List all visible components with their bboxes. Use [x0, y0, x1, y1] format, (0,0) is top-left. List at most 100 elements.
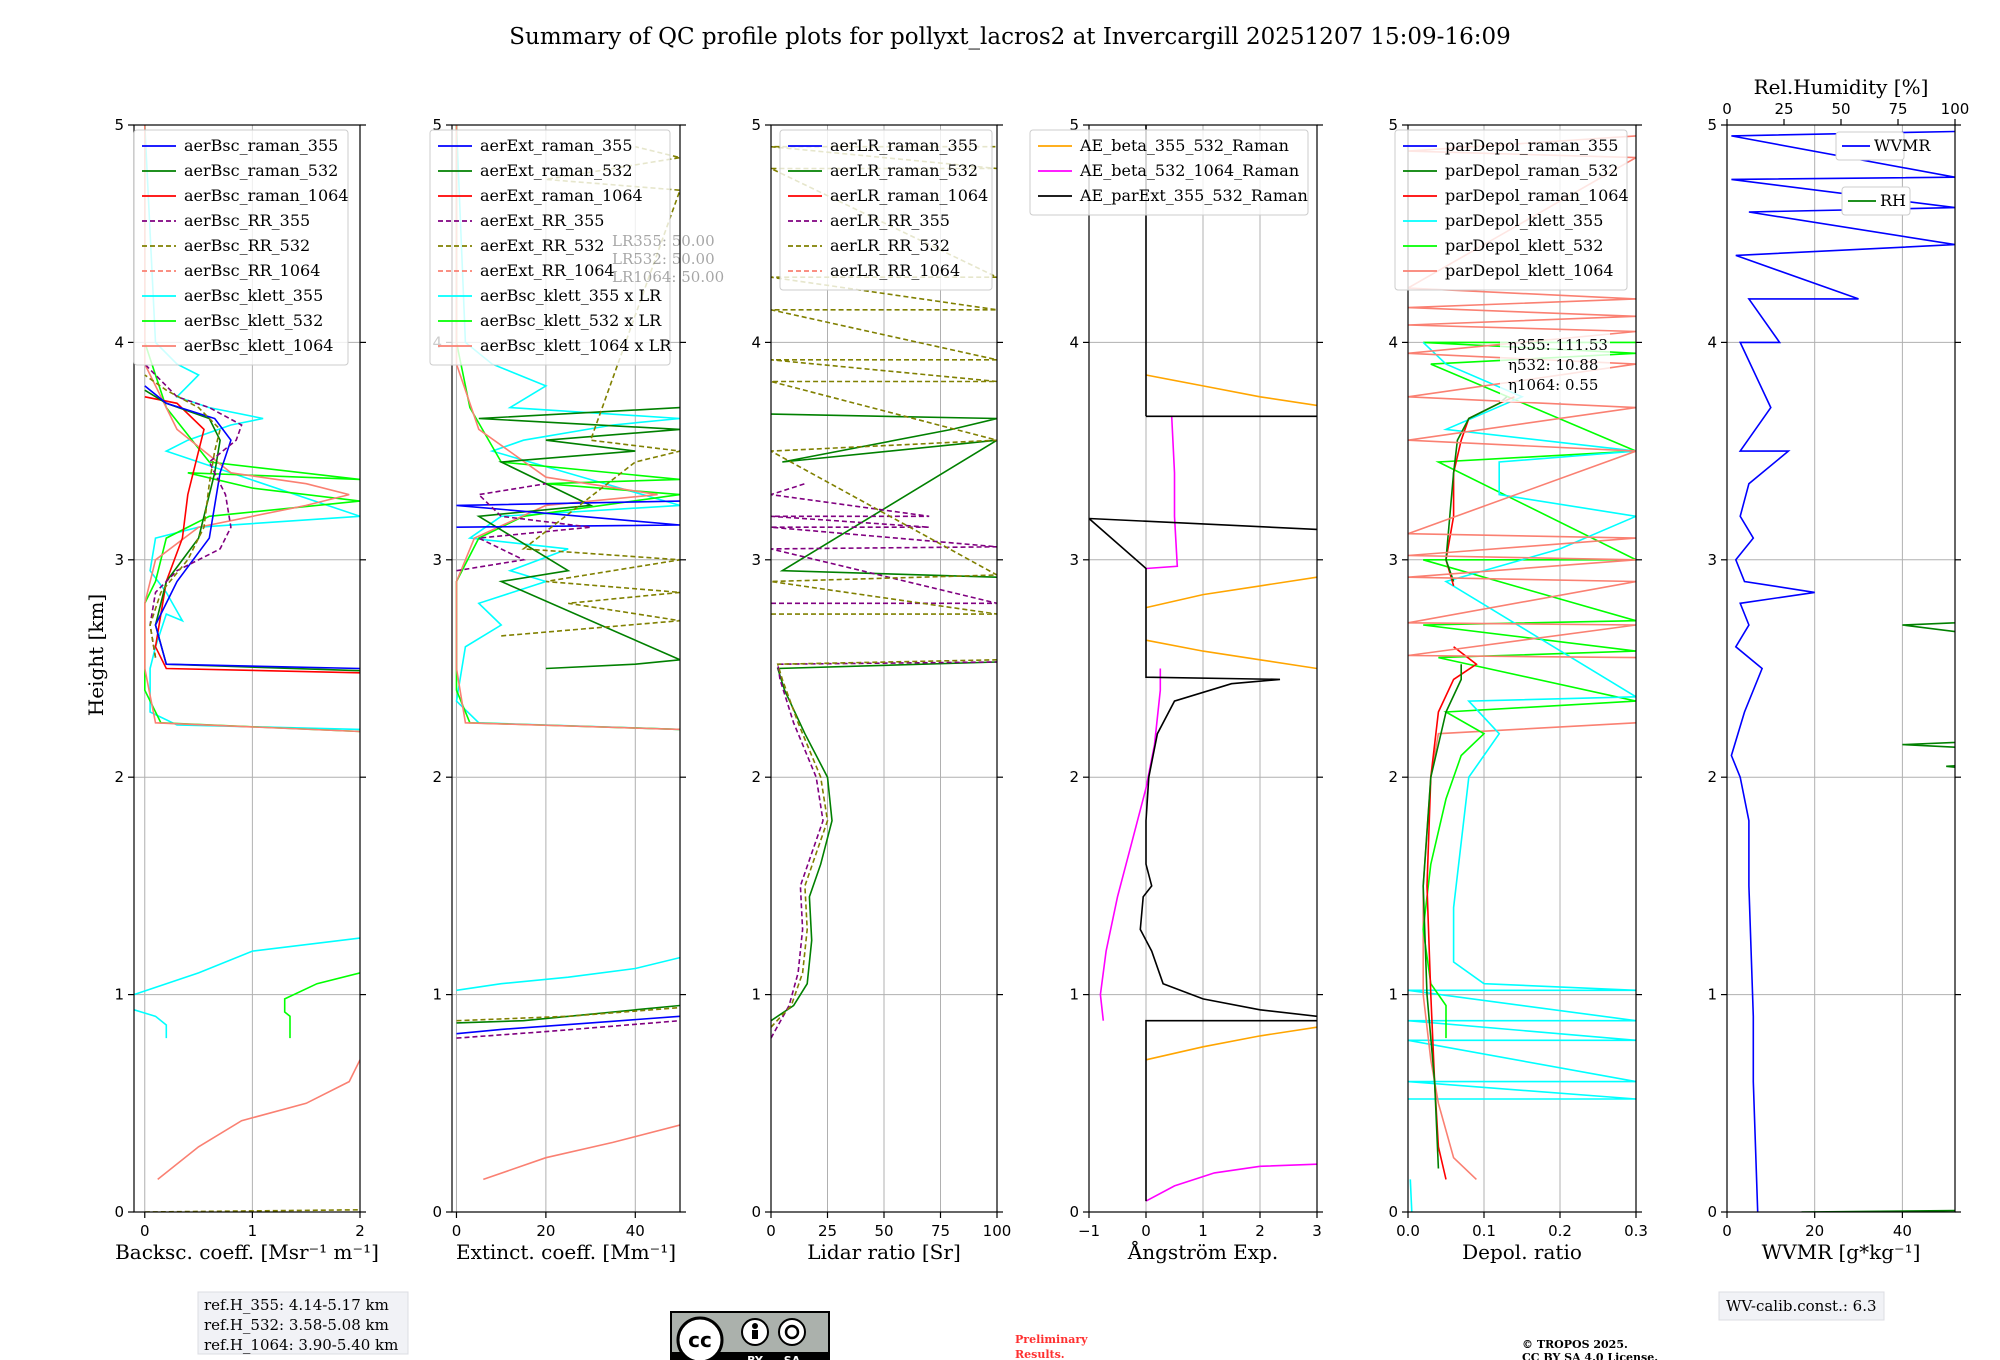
legend-label: aerExt_raman_355 — [480, 136, 633, 155]
series-line-parDepol_klett_355 — [1409, 1179, 1413, 1212]
y-axis-label: Height [km] — [84, 594, 108, 716]
legend-label: AE_parExt_355_532_Raman — [1079, 186, 1308, 205]
series-group — [455, 125, 680, 1181]
series-line-AE_beta_532_1064_Raman — [1099, 668, 1162, 1021]
ref-h-355: ref.H_355: 4.14-5.17 km — [204, 1296, 389, 1314]
x-tick-label: 2 — [355, 1222, 365, 1240]
series-line-aerBsc_klett_1064 x LR — [455, 125, 680, 731]
y-tick-label: 5 — [1388, 116, 1398, 134]
y-tick-label: 2 — [114, 768, 124, 786]
legend-box — [779, 129, 993, 291]
series-line-aerBsc_klett_532_low — [283, 972, 360, 1039]
legend-wvmr: WVMR — [1835, 131, 1931, 161]
series-line-aerLR_RR_532 — [771, 659, 997, 1028]
x-tick-label: 0 — [140, 1222, 150, 1240]
legend-label: aerBsc_klett_1064 x LR — [480, 336, 672, 355]
x-tick-label: 0 — [766, 1222, 776, 1240]
x-tick-label: −1 — [1078, 1222, 1100, 1240]
axes-frame — [770, 124, 998, 1213]
y-tick-label: 5 — [1069, 116, 1079, 134]
y-tick-label: 0 — [1388, 1203, 1398, 1221]
series-line-aerExt_RR_355 — [456, 1019, 680, 1039]
x-axis-label: Extinct. coeff. [Mm⁻¹] — [456, 1240, 676, 1264]
legend-label: aerBsc_RR_355 — [184, 211, 310, 230]
legend-label: aerExt_raman_532 — [480, 161, 633, 180]
legend: aerExt_raman_355 aerExt_raman_532 aerExt_r… — [429, 129, 672, 366]
legend-label: WVMR — [1874, 136, 1931, 155]
legend-label: aerBsc_RR_532 — [184, 236, 310, 255]
series-line-AE_beta_355_532_Raman — [1145, 1026, 1317, 1061]
y-tick-label: 2 — [1069, 768, 1079, 786]
series-line-aerBsc_klett_355 x LR — [456, 956, 680, 992]
legend-label: RH — [1880, 191, 1906, 210]
y-tick-label: 0 — [1069, 1203, 1079, 1221]
cc-circle-icon — [676, 1316, 724, 1360]
axes-frame — [133, 124, 361, 1213]
legend-box — [1029, 129, 1309, 216]
sa-share-icon — [778, 1318, 806, 1346]
legend-label: aerBsc_klett_532 — [184, 311, 323, 330]
y-tick-label: 1 — [432, 986, 442, 1004]
y-tick-label: 5 — [114, 116, 124, 134]
preliminary-line2: Results. — [1015, 1348, 1065, 1360]
by-label: BY — [747, 1354, 764, 1360]
series-line-aerLR_RR_355 — [771, 661, 997, 1039]
y-tick-label: 3 — [1388, 551, 1398, 569]
y-tick-label: 0 — [751, 1203, 761, 1221]
legend-label: aerBsc_raman_355 — [184, 136, 338, 155]
legend-label: parDepol_klett_1064 — [1445, 261, 1614, 280]
legend-label: parDepol_raman_532 — [1445, 161, 1618, 180]
ref-h-1064: ref.H_1064: 3.90-5.40 km — [204, 1336, 398, 1354]
copyright-line1: © TROPOS 2025. — [1522, 1338, 1628, 1351]
sa-label: SA — [784, 1354, 801, 1360]
legend-label: aerExt_RR_1064 — [480, 261, 615, 280]
figure-title: Summary of QC profile plots for pollyxt_… — [509, 24, 1510, 50]
y-tick-label: 5 — [751, 116, 761, 134]
series-line-RH — [1801, 622, 1955, 1212]
y-tick-label: 2 — [432, 768, 442, 786]
legend: aerBsc_raman_355 aerBsc_raman_532 aerBsc_r… — [133, 129, 349, 366]
y-tick-label: 3 — [1707, 551, 1717, 569]
wv-calib-box: WV-calib.const.: 6.3 — [1718, 1291, 1885, 1321]
legend: parDepol_raman_355 parDepol_raman_532 parD… — [1394, 129, 1629, 291]
y-tick-label: 0 — [114, 1203, 124, 1221]
series-line-aerBsc_klett_1064_low — [157, 1059, 360, 1181]
copyright-line2: CC BY SA 4.0 License. — [1522, 1351, 1658, 1360]
y-tick-label: 2 — [1388, 768, 1398, 786]
series-line-aerExt_RR_532 — [456, 1006, 680, 1022]
legend-label: parDepol_raman_1064 — [1445, 186, 1629, 205]
y-tick-label: 1 — [751, 986, 761, 1004]
series-line-AE_beta_532_1064_Raman — [1145, 416, 1179, 570]
x-tick-label: 50 — [874, 1222, 893, 1240]
x-tick-label: 0.3 — [1624, 1222, 1648, 1240]
series-line-parDepol_raman_532 — [1445, 396, 1508, 582]
y-tick-label: 2 — [751, 768, 761, 786]
series-group — [1730, 130, 1955, 1212]
x-tick-label: 0.1 — [1472, 1222, 1496, 1240]
y-tick-label: 4 — [751, 333, 761, 351]
x-axis-label: Ångström Exp. — [1127, 1239, 1278, 1264]
legend: AE_beta_355_532_Raman AE_beta_532_1064_Ra… — [1029, 129, 1309, 216]
top-tick-label: 75 — [1888, 100, 1907, 118]
legend-label: aerExt_RR_532 — [480, 236, 604, 255]
series-line-aerBsc_RR_532 — [144, 374, 221, 658]
y-tick-label: 0 — [1707, 1203, 1717, 1221]
legend-box — [133, 129, 349, 366]
y-tick-label: 3 — [432, 551, 442, 569]
y-tick-label: 4 — [1069, 333, 1079, 351]
legend-box — [1394, 129, 1628, 291]
x-tick-label: 0.2 — [1548, 1222, 1572, 1240]
series-line-aerExt_raman_355 — [456, 1015, 680, 1035]
legend-label: aerBsc_klett_532 x LR — [480, 311, 662, 330]
series-line-AE_parExt_355_532_Raman — [1145, 1019, 1317, 1202]
y-tick-label: 3 — [1069, 551, 1079, 569]
series-line-aerBsc_klett_355 — [144, 125, 360, 731]
legend: aerLR_raman_355 aerLR_raman_532 aerLR_rama… — [779, 129, 993, 291]
series-line-aerExt_raman_532 — [456, 1004, 680, 1024]
x-tick-label: 0.0 — [1396, 1222, 1420, 1240]
x-tick-label: 0 — [452, 1222, 462, 1240]
panel-backscatter: 0 1 2 0 1 2 3 4 5 Backsc. coeff. [Msr⁻¹ m⁻¹] aerBs… — [114, 116, 378, 1264]
x-axis-label: WVMR [g*kg⁻¹] — [1762, 1240, 1921, 1264]
y-tick-label: 4 — [1707, 333, 1717, 351]
top-tick-label: 100 — [1941, 100, 1970, 118]
